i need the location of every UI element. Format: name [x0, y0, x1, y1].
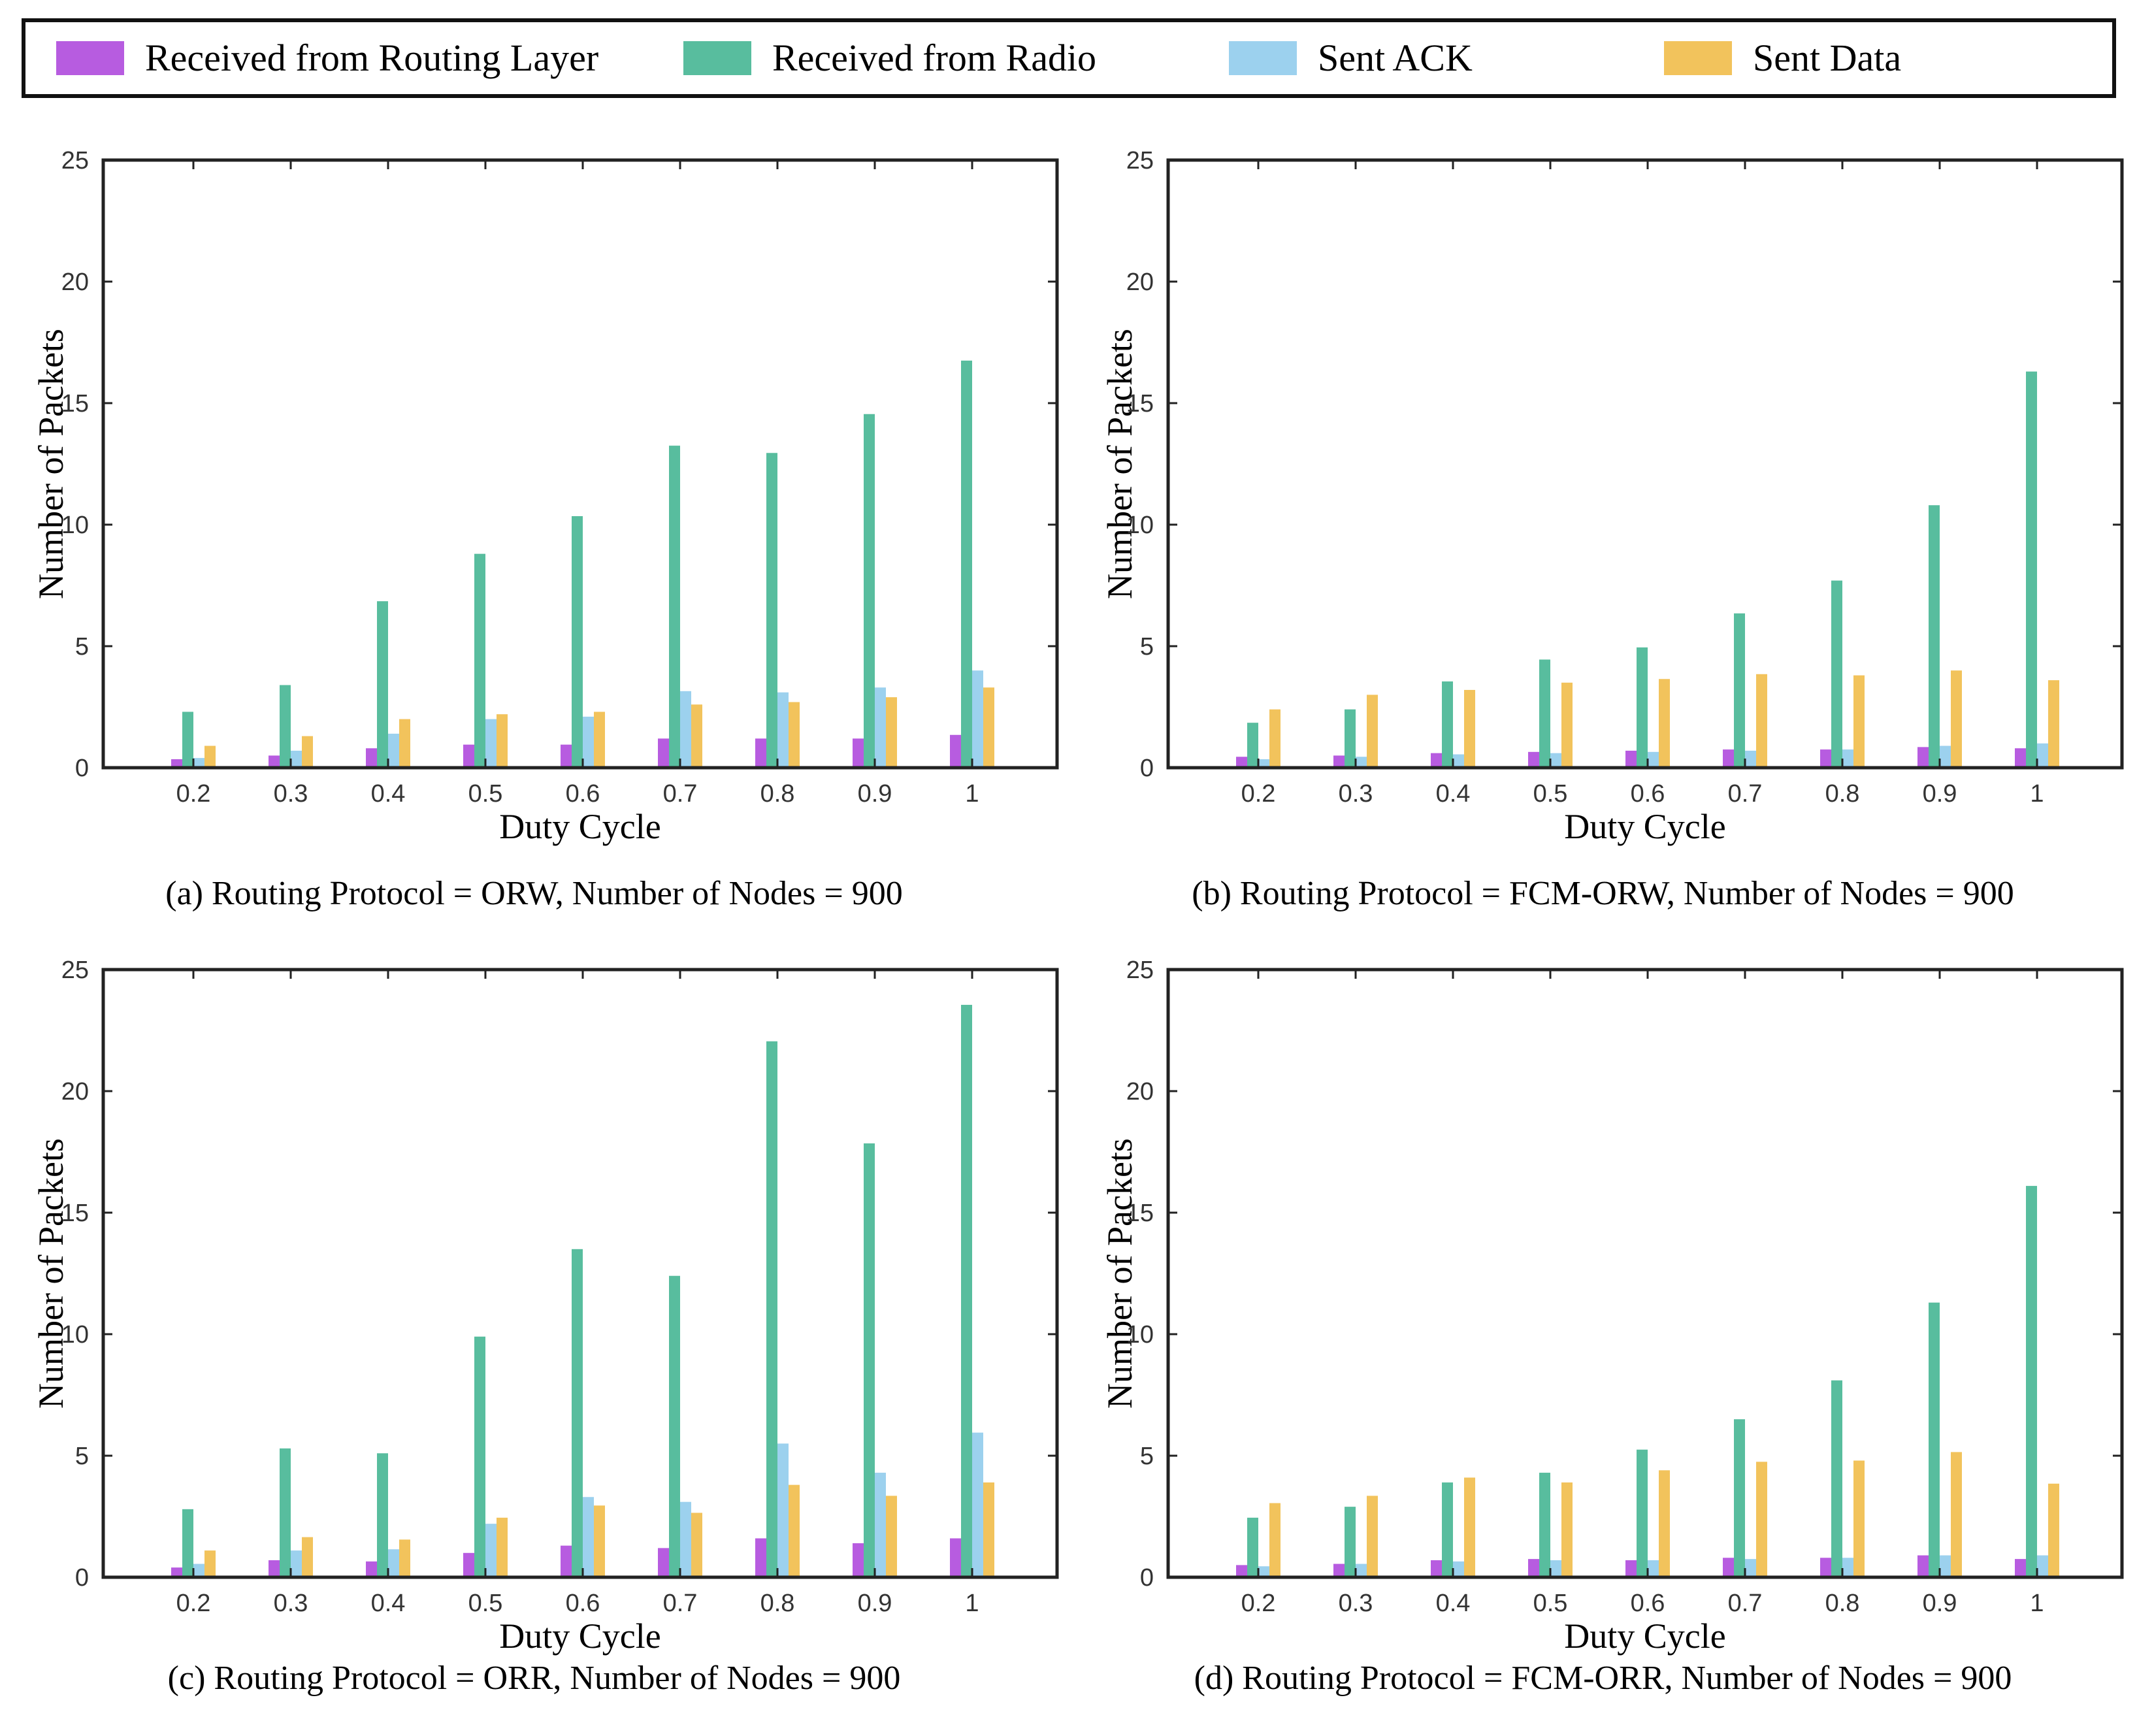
chart-panel-a: Number of Packets 0.2 0.3 0.4 0.5 0.6 0.7 0.8 0… [0, 118, 1068, 926]
caption-b: (b) Routing Protocol = FCM-ORW, Number o… [1192, 875, 2014, 912]
legend-item-sent-ack: Sent ACK [1229, 22, 1473, 94]
svg-text:25: 25 [61, 957, 89, 984]
svg-text:5: 5 [1140, 1443, 1154, 1470]
x-axis-title: Duty Cycle [1564, 1616, 1726, 1656]
svg-text:0.8: 0.8 [760, 1590, 795, 1617]
y-axis-title: Number of Packets [31, 329, 71, 599]
svg-text:0.2: 0.2 [1241, 1590, 1276, 1617]
svg-text:10: 10 [1126, 512, 1154, 539]
svg-text:0.9: 0.9 [1923, 780, 1957, 808]
svg-text:10: 10 [61, 1321, 89, 1349]
svg-text:0.8: 0.8 [1825, 1590, 1860, 1617]
legend-label: Received from Routing Layer [145, 37, 599, 79]
legend-swatch-received-routing [56, 41, 124, 75]
svg-text:25: 25 [1126, 147, 1154, 174]
svg-text:0.7: 0.7 [663, 1590, 698, 1617]
svg-text:0: 0 [75, 1564, 89, 1592]
svg-text:25: 25 [61, 147, 89, 174]
svg-text:0.7: 0.7 [1728, 1590, 1763, 1617]
x-axis-title: Duty Cycle [1564, 807, 1726, 846]
svg-text:10: 10 [1126, 1321, 1154, 1349]
svg-text:0.9: 0.9 [1923, 1590, 1957, 1617]
svg-text:20: 20 [1126, 1078, 1154, 1105]
caption-c: (c) Routing Protocol = ORR, Number of No… [167, 1660, 901, 1697]
svg-text:5: 5 [1140, 633, 1154, 661]
svg-text:0.4: 0.4 [371, 1590, 406, 1617]
svg-text:0.2: 0.2 [176, 780, 211, 808]
svg-text:0.9: 0.9 [858, 780, 892, 808]
svg-text:0.5: 0.5 [468, 780, 503, 808]
svg-text:15: 15 [61, 1200, 89, 1227]
svg-text:1: 1 [965, 1590, 979, 1617]
svg-text:1: 1 [2030, 780, 2044, 808]
svg-text:0.2: 0.2 [1241, 780, 1276, 808]
svg-text:15: 15 [61, 390, 89, 418]
svg-text:0.2: 0.2 [176, 1590, 211, 1617]
svg-text:1: 1 [2030, 1590, 2044, 1617]
legend-label: Sent ACK [1318, 37, 1473, 79]
legend-label: Received from Radio [772, 37, 1097, 79]
svg-text:0.8: 0.8 [760, 780, 795, 808]
svg-text:0.3: 0.3 [274, 780, 308, 808]
legend-label: Sent Data [1753, 37, 1902, 79]
svg-text:0.6: 0.6 [1631, 1590, 1665, 1617]
legend-item-received-radio: Received from Radio [683, 22, 1096, 94]
svg-text:10: 10 [61, 512, 89, 539]
svg-text:0.5: 0.5 [1533, 1590, 1568, 1617]
svg-text:0.7: 0.7 [663, 780, 698, 808]
y-axis-title: Number of Packets [1100, 329, 1139, 599]
caption-a: (a) Routing Protocol = ORW, Number of No… [165, 875, 903, 912]
svg-text:0.5: 0.5 [468, 1590, 503, 1617]
caption-d: (d) Routing Protocol = FCM-ORR, Number o… [1194, 1660, 2012, 1697]
chart-panel-d: Number of Packets 0.2 0.3 0.4 0.5 0.6 0.7 0.8 0… [1069, 927, 2137, 1736]
svg-text:0.6: 0.6 [566, 1590, 600, 1617]
svg-text:0.9: 0.9 [858, 1590, 892, 1617]
legend-swatch-sent-ack [1229, 41, 1297, 75]
svg-text:0: 0 [1140, 755, 1154, 782]
svg-text:5: 5 [75, 633, 89, 661]
chart-panel-c: Number of Packets 0.2 0.3 0.4 0.5 0.6 0.7 0.8 0… [0, 927, 1068, 1736]
svg-text:20: 20 [1126, 269, 1154, 296]
svg-text:0.4: 0.4 [1436, 780, 1471, 808]
y-axis-title: Number of Packets [31, 1138, 71, 1409]
svg-text:5: 5 [75, 1443, 89, 1470]
x-axis-title: Duty Cycle [499, 1616, 661, 1656]
x-axis-title: Duty Cycle [499, 807, 661, 846]
svg-text:0.6: 0.6 [1631, 780, 1665, 808]
svg-text:0.3: 0.3 [1339, 780, 1373, 808]
svg-text:0.7: 0.7 [1728, 780, 1763, 808]
legend-swatch-sent-data [1664, 41, 1732, 75]
svg-text:0.8: 0.8 [1825, 780, 1860, 808]
legend-item-received-routing: Received from Routing Layer [56, 22, 598, 94]
svg-text:0.6: 0.6 [566, 780, 600, 808]
svg-text:0.3: 0.3 [1339, 1590, 1373, 1617]
svg-text:20: 20 [61, 1078, 89, 1105]
svg-text:0: 0 [75, 755, 89, 782]
legend-item-sent-data: Sent Data [1664, 22, 1901, 94]
svg-text:1: 1 [965, 780, 979, 808]
svg-text:0.4: 0.4 [1436, 1590, 1471, 1617]
y-axis-title: Number of Packets [1100, 1138, 1139, 1409]
svg-text:15: 15 [1126, 390, 1154, 418]
svg-text:0.3: 0.3 [274, 1590, 308, 1617]
legend: Received from Routing Layer Received fro… [22, 18, 2116, 98]
svg-text:25: 25 [1126, 957, 1154, 984]
svg-text:20: 20 [61, 269, 89, 296]
svg-text:0.4: 0.4 [371, 780, 406, 808]
svg-text:0.5: 0.5 [1533, 780, 1568, 808]
chart-panel-b: Number of Packets 0.2 0.3 0.4 0.5 0.6 0.7 0.8 0… [1069, 118, 2137, 926]
svg-text:15: 15 [1126, 1200, 1154, 1227]
legend-swatch-received-radio [683, 41, 751, 75]
svg-text:0: 0 [1140, 1564, 1154, 1592]
